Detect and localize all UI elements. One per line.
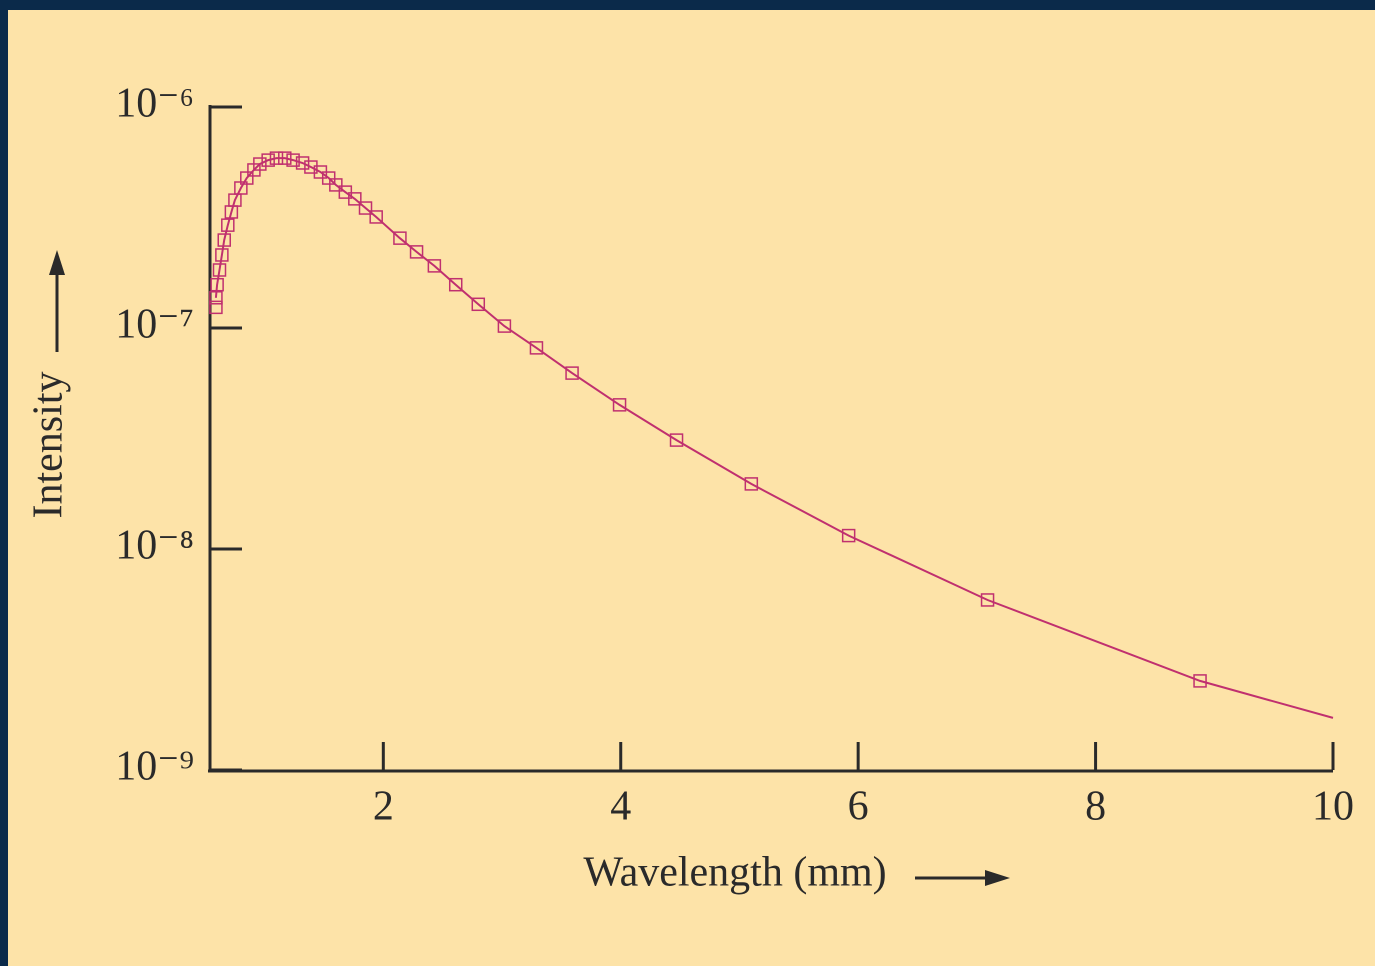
curve bbox=[214, 157, 1334, 719]
x-arrow bbox=[915, 870, 1010, 886]
marker bbox=[369, 210, 383, 224]
panel bbox=[8, 10, 1375, 966]
marker bbox=[321, 171, 336, 185]
y-tick-label: 10⁻⁸ bbox=[115, 523, 194, 569]
x-tick-label: 8 bbox=[1085, 784, 1106, 830]
y-arrow bbox=[49, 250, 65, 352]
x-tick-label: 10 bbox=[1312, 784, 1354, 830]
x-tick-label: 2 bbox=[373, 784, 394, 830]
x-axis-label: Wavelength (mm) bbox=[583, 850, 886, 896]
y-tick-label: 10⁻⁹ bbox=[115, 744, 194, 790]
marker bbox=[221, 218, 235, 232]
marker bbox=[209, 300, 223, 315]
marker bbox=[497, 319, 512, 333]
x-tick-label: 6 bbox=[848, 784, 869, 830]
marker bbox=[612, 398, 627, 412]
y-tick-label: 10⁻⁷ bbox=[115, 302, 194, 348]
marker bbox=[471, 297, 486, 312]
marker bbox=[529, 341, 544, 355]
marker bbox=[253, 157, 267, 171]
marker bbox=[261, 153, 275, 167]
marker bbox=[841, 528, 856, 543]
marker bbox=[348, 192, 362, 206]
marker bbox=[295, 156, 310, 170]
x-tick-label: 4 bbox=[610, 784, 631, 830]
marker bbox=[304, 160, 318, 174]
y-axis-label: Intensity bbox=[26, 372, 72, 519]
marker bbox=[980, 593, 995, 607]
marker bbox=[427, 259, 442, 273]
marker bbox=[286, 153, 300, 167]
marker bbox=[1193, 674, 1207, 688]
marker bbox=[669, 433, 684, 447]
marker bbox=[744, 477, 759, 491]
y-tick-label: 10⁻⁶ bbox=[115, 81, 194, 127]
marker bbox=[448, 277, 463, 292]
marker bbox=[358, 201, 373, 215]
marker bbox=[240, 171, 254, 185]
marker bbox=[409, 245, 424, 259]
marker bbox=[329, 178, 343, 192]
marker bbox=[393, 231, 407, 245]
marker bbox=[338, 185, 353, 199]
marker bbox=[565, 366, 579, 380]
